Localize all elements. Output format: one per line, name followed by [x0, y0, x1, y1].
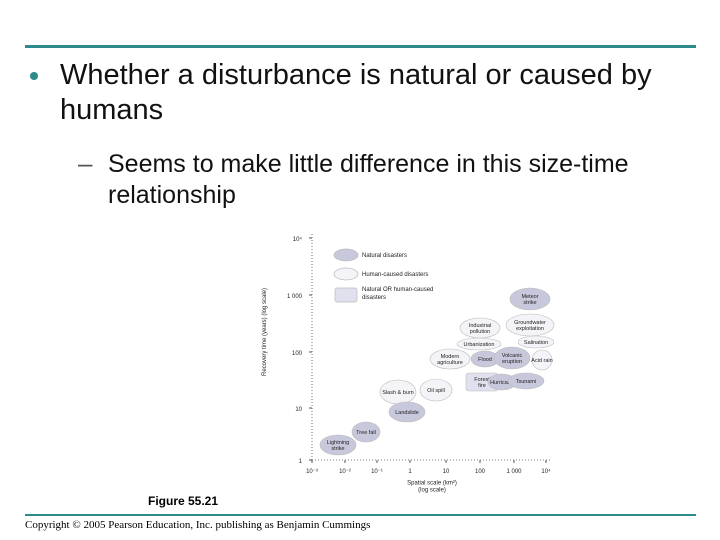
event-shape-landslide — [388, 401, 426, 423]
event-shape-salination — [517, 335, 555, 349]
event-label-urbanization: Urbanization — [464, 342, 495, 348]
figure-caption: Figure 55.21 — [148, 494, 219, 508]
bottom-divider — [25, 514, 696, 516]
legend-label-mixed: Natural OR human-caused disasters — [362, 287, 433, 301]
legend-label-natural: Natural disasters — [362, 253, 407, 259]
x-axis-label: Spatial scale (km²) (log scale) — [407, 481, 457, 494]
event-label-forest-fire: Forest fire — [474, 377, 490, 389]
event-shape-volcanic-eruption — [493, 346, 531, 370]
bullet-dot-icon — [30, 72, 38, 80]
x-tick-label: 10⁻¹ — [371, 469, 383, 475]
event-label-landslide: Landslide — [395, 410, 419, 416]
event-shape-lightning-strike — [319, 434, 357, 456]
event-shape-tsunami — [507, 372, 545, 390]
x-tick-label: 10 — [443, 469, 450, 475]
y-tick-label: 10 — [295, 407, 302, 413]
event-label-flood: Flood — [478, 357, 492, 363]
x-tick-label: 10⁻³ — [306, 469, 318, 475]
y-tick-label: 100 — [292, 351, 303, 357]
event-label-acid-rain: Acid rain — [531, 358, 552, 364]
event-label-tree-fall: Tree fall — [356, 430, 376, 436]
y-axis-label: Recovery time (years) (log scale) — [262, 288, 268, 376]
event-shape-oil-spill — [419, 378, 453, 402]
dash-icon: – — [78, 148, 93, 178]
legend-swatch-mixed — [334, 287, 358, 303]
event-shape-meteor-strike — [509, 287, 551, 311]
legend-label-human: Human-caused disasters — [362, 272, 428, 278]
x-tick-label: 100 — [475, 469, 486, 475]
event-label-tsunami: Tsunami — [516, 379, 536, 385]
x-tick-label: 10⁻² — [339, 469, 351, 475]
y-tick-label: 1 — [299, 459, 303, 465]
event-shape-tree-fall — [351, 421, 381, 443]
event-label-industrial-pollution: Industrial pollution — [469, 323, 491, 335]
event-label-slash-burn: Slash & burn — [382, 390, 414, 396]
legend-swatch-natural — [333, 248, 359, 262]
disturbance-diagram: 10⁴ 1 000 100 10 1 10⁻³ 10⁻² 10⁻¹ 1 10 100 1 000 10⁴… — [250, 222, 570, 517]
x-tick-label: 1 — [408, 469, 412, 475]
x-tick-label: 1 000 — [506, 469, 522, 475]
event-label-salination: Salination — [524, 340, 548, 346]
event-shape-acid-rain — [531, 349, 553, 371]
y-tick-label: 1 000 — [287, 294, 303, 300]
event-shape-groundwater-exploitation — [505, 313, 555, 337]
legend-swatch-human — [333, 267, 359, 281]
copyright-text: Copyright © 2005 Pearson Education, Inc.… — [25, 519, 371, 531]
event-label-lightning-strike: Lightning strike — [327, 440, 349, 452]
event-shape-urbanization — [456, 337, 502, 351]
event-label-modern-agriculture: Modern agriculture — [437, 354, 463, 366]
y-tick-label: 10⁴ — [293, 236, 303, 243]
event-label-meteor-strike: Meteor strike — [521, 294, 538, 306]
event-label-volcanic-eruption: Volcanic eruption — [502, 353, 523, 365]
x-tick-label: 10⁴ — [541, 468, 551, 475]
event-label-hurricane: Hurricane — [490, 380, 514, 386]
event-shape-modern-agriculture — [429, 348, 471, 370]
event-label-oil-spill: Oil spill — [427, 388, 445, 394]
top-divider — [25, 45, 696, 48]
sub-bullet: Seems to make little difference in this … — [108, 150, 629, 209]
event-label-groundwater-exploitation: Groundwater exploitation — [514, 320, 546, 332]
main-bullet: Whether a disturbance is natural or caus… — [60, 59, 652, 126]
